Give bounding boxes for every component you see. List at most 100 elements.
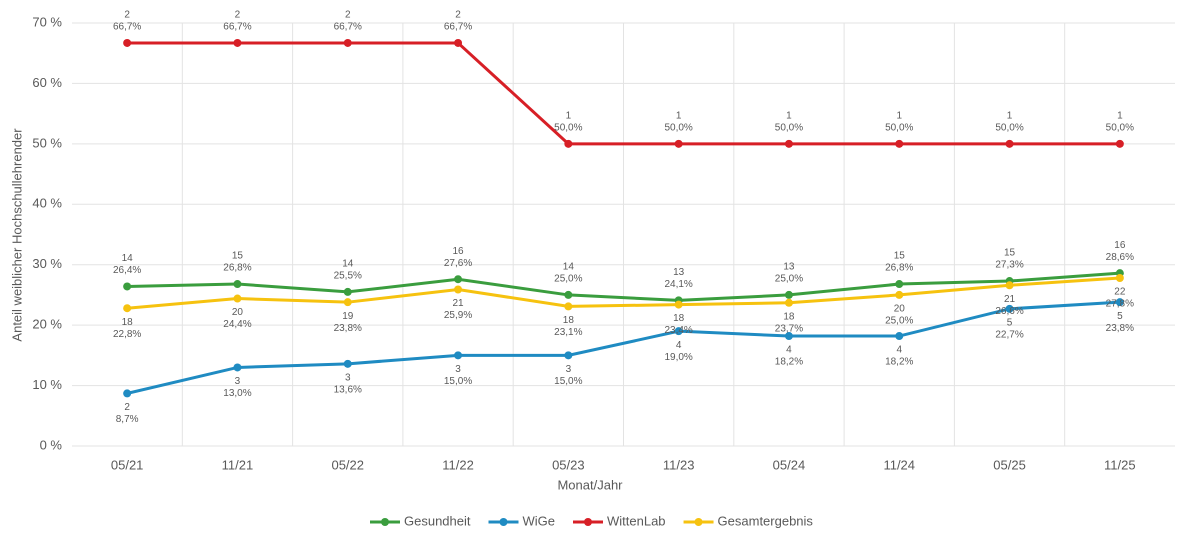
data-label: 19,0% xyxy=(664,352,692,363)
series-line xyxy=(127,41,1120,146)
point xyxy=(1005,281,1014,290)
legend-marker xyxy=(694,518,703,526)
point xyxy=(674,139,683,148)
data-label: 26,6% xyxy=(995,306,1023,317)
point xyxy=(454,285,463,294)
count-label: 18 xyxy=(673,313,685,324)
count-label: 1 xyxy=(786,110,792,121)
y-tick-label: 30 % xyxy=(32,256,62,271)
x-tick-label: 05/21 xyxy=(111,457,144,472)
count-label: 20 xyxy=(232,307,244,318)
count-label: 21 xyxy=(452,298,464,309)
point xyxy=(895,290,904,299)
data-label: 66,7% xyxy=(223,22,251,33)
data-label: 13,6% xyxy=(334,384,362,395)
data-label: 50,0% xyxy=(885,122,913,133)
count-label: 21 xyxy=(1004,294,1016,305)
point xyxy=(1005,304,1014,313)
data-label: 15,0% xyxy=(554,376,582,387)
count-label: 2 xyxy=(455,10,461,21)
data-label: 25,5% xyxy=(334,271,362,282)
x-tick-label: 11/24 xyxy=(883,457,915,472)
data-label: 22,7% xyxy=(995,329,1023,340)
count-label: 1 xyxy=(1007,110,1013,121)
y-tick-label: 40 % xyxy=(32,196,62,211)
point xyxy=(1115,274,1124,283)
legend-label: WiGe xyxy=(523,513,556,528)
point xyxy=(343,298,352,307)
data-label: 27,3% xyxy=(995,260,1023,271)
point xyxy=(233,38,242,47)
data-label: 13,0% xyxy=(223,388,251,399)
y-tick-label: 70 % xyxy=(32,14,62,29)
data-label: 23,8% xyxy=(334,323,362,334)
point xyxy=(454,275,463,284)
data-label: 24,1% xyxy=(664,279,692,290)
point xyxy=(674,327,683,336)
point xyxy=(123,38,132,47)
point xyxy=(343,287,352,296)
x-tick-label: 11/21 xyxy=(222,457,254,472)
count-label: 5 xyxy=(1117,311,1123,322)
point xyxy=(1005,139,1014,148)
x-tick-label: 05/23 xyxy=(552,457,585,472)
data-label: 27,6% xyxy=(444,258,472,269)
data-label: 18,2% xyxy=(775,357,803,368)
legend-label: Gesamtergebnis xyxy=(718,513,814,528)
x-tick-label: 11/23 xyxy=(663,457,695,472)
count-label: 4 xyxy=(786,345,792,356)
data-label: 15,0% xyxy=(444,376,472,387)
count-label: 16 xyxy=(452,246,464,257)
y-axis-label: Anteil weiblicher Hochschullehrender xyxy=(9,128,24,342)
point xyxy=(784,332,793,341)
data-label: 50,0% xyxy=(554,122,582,133)
x-axis-label: Monat/Jahr xyxy=(557,477,623,492)
data-label: 66,7% xyxy=(113,22,141,33)
x-tick-label: 11/22 xyxy=(442,457,474,472)
count-label: 18 xyxy=(122,317,134,328)
point xyxy=(564,302,573,311)
data-label: 26,4% xyxy=(113,265,141,276)
point xyxy=(1115,298,1124,307)
x-tick-label: 05/24 xyxy=(773,457,806,472)
data-label: 66,7% xyxy=(334,22,362,33)
point xyxy=(123,389,132,398)
count-label: 1 xyxy=(566,110,572,121)
point xyxy=(564,351,573,360)
count-label: 3 xyxy=(235,376,241,387)
data-label: 18,2% xyxy=(885,357,913,368)
y-tick-label: 0 % xyxy=(40,437,63,452)
legend-marker xyxy=(499,518,508,526)
series-line xyxy=(127,276,1120,310)
count-label: 4 xyxy=(676,340,682,351)
point xyxy=(784,139,793,148)
data-label: 25,0% xyxy=(554,274,582,285)
series-line xyxy=(127,271,1120,302)
count-label: 15 xyxy=(1004,248,1016,259)
data-label: 8,7% xyxy=(116,414,139,425)
count-label: 2 xyxy=(124,10,130,21)
point xyxy=(1115,139,1124,148)
count-label: 2 xyxy=(235,10,241,21)
point xyxy=(784,290,793,299)
count-label: 3 xyxy=(345,372,351,383)
y-tick-label: 50 % xyxy=(32,135,62,150)
data-label: 50,0% xyxy=(1106,122,1134,133)
y-tick-label: 20 % xyxy=(32,317,62,332)
point xyxy=(123,282,132,291)
y-tick-label: 10 % xyxy=(32,377,62,392)
x-tick-label: 11/25 xyxy=(1104,457,1136,472)
point xyxy=(233,280,242,289)
count-label: 14 xyxy=(563,262,575,273)
point xyxy=(233,363,242,372)
data-label: 25,9% xyxy=(444,310,472,321)
point xyxy=(895,139,904,148)
count-label: 1 xyxy=(1117,110,1123,121)
data-label: 27,8% xyxy=(1106,299,1134,310)
count-label: 13 xyxy=(783,262,795,273)
count-label: 2 xyxy=(345,10,351,21)
point xyxy=(564,139,573,148)
x-tick-label: 05/25 xyxy=(993,457,1026,472)
